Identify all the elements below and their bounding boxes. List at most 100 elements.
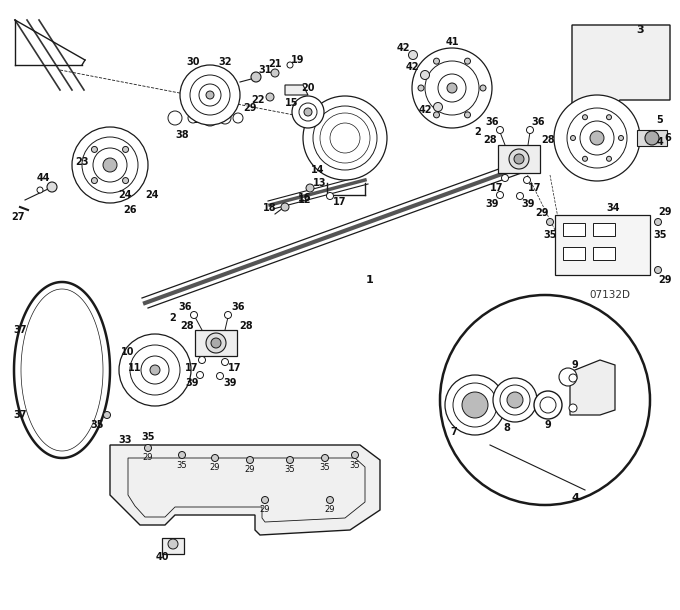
- Circle shape: [178, 451, 186, 459]
- Text: 17: 17: [185, 363, 199, 373]
- Text: 33: 33: [118, 435, 132, 445]
- Text: 30: 30: [186, 57, 200, 67]
- Circle shape: [303, 96, 387, 180]
- Circle shape: [246, 456, 254, 464]
- Text: 10: 10: [121, 347, 135, 357]
- Text: 40: 40: [155, 552, 169, 562]
- Circle shape: [583, 115, 588, 120]
- Circle shape: [554, 95, 640, 181]
- Circle shape: [607, 156, 611, 161]
- Circle shape: [607, 115, 611, 120]
- Text: 12: 12: [299, 195, 311, 205]
- Circle shape: [453, 383, 497, 427]
- Circle shape: [434, 112, 439, 118]
- Circle shape: [445, 375, 505, 435]
- Text: 36: 36: [486, 117, 498, 127]
- Text: 20: 20: [301, 83, 315, 93]
- Circle shape: [524, 176, 530, 184]
- Circle shape: [199, 356, 205, 364]
- Text: 44: 44: [36, 173, 50, 183]
- Text: 22: 22: [251, 95, 265, 105]
- Circle shape: [222, 359, 228, 365]
- Bar: [637, 130, 667, 146]
- Text: 29: 29: [143, 453, 153, 462]
- Circle shape: [286, 456, 294, 464]
- Circle shape: [571, 135, 575, 140]
- Circle shape: [326, 497, 333, 503]
- Text: 39: 39: [486, 199, 498, 209]
- Circle shape: [464, 58, 471, 64]
- Text: 17: 17: [490, 183, 504, 193]
- Text: 32: 32: [218, 57, 232, 67]
- Circle shape: [559, 368, 577, 386]
- Text: 34: 34: [607, 203, 619, 213]
- Text: 31: 31: [258, 65, 272, 75]
- Text: 38: 38: [175, 130, 189, 140]
- Text: 17: 17: [228, 363, 242, 373]
- Text: 37: 37: [13, 410, 27, 420]
- Text: 17: 17: [528, 183, 542, 193]
- Polygon shape: [285, 85, 308, 95]
- Circle shape: [91, 146, 97, 152]
- Bar: [555, 215, 650, 275]
- Circle shape: [447, 83, 457, 93]
- Text: 39: 39: [223, 378, 237, 388]
- Text: 18: 18: [263, 203, 277, 213]
- Text: 36: 36: [231, 302, 245, 312]
- Text: 9: 9: [572, 360, 579, 370]
- Circle shape: [567, 108, 627, 168]
- Circle shape: [122, 146, 129, 152]
- Text: 41: 41: [445, 37, 459, 47]
- Circle shape: [72, 127, 148, 203]
- Text: 35: 35: [350, 461, 360, 470]
- Circle shape: [337, 130, 353, 146]
- Circle shape: [514, 154, 524, 164]
- Circle shape: [493, 378, 537, 422]
- Circle shape: [464, 112, 471, 118]
- Text: 21: 21: [268, 59, 282, 69]
- Circle shape: [199, 84, 221, 106]
- Bar: [498, 145, 540, 173]
- Text: 42: 42: [405, 62, 419, 72]
- Circle shape: [509, 149, 529, 169]
- Circle shape: [37, 187, 43, 193]
- Circle shape: [47, 182, 57, 192]
- Text: 29: 29: [245, 465, 255, 475]
- Circle shape: [91, 178, 97, 184]
- Circle shape: [168, 111, 182, 125]
- Circle shape: [619, 135, 624, 140]
- Circle shape: [266, 93, 274, 101]
- Text: 9: 9: [545, 420, 551, 430]
- Circle shape: [216, 373, 224, 379]
- Text: 4: 4: [571, 493, 579, 503]
- Text: 35: 35: [285, 465, 295, 475]
- Circle shape: [409, 51, 418, 60]
- Text: 23: 23: [75, 157, 89, 167]
- Text: 3: 3: [636, 25, 644, 35]
- Circle shape: [645, 131, 659, 145]
- Circle shape: [292, 96, 324, 128]
- Text: 29: 29: [535, 208, 549, 218]
- Circle shape: [326, 119, 364, 157]
- Circle shape: [517, 193, 524, 199]
- Circle shape: [326, 193, 333, 199]
- Text: 28: 28: [239, 321, 253, 331]
- Circle shape: [462, 392, 488, 418]
- Circle shape: [122, 178, 129, 184]
- Circle shape: [526, 126, 534, 134]
- Circle shape: [306, 184, 314, 192]
- Circle shape: [434, 102, 443, 112]
- Circle shape: [502, 174, 509, 182]
- Circle shape: [287, 62, 293, 68]
- Text: 39: 39: [185, 378, 199, 388]
- Circle shape: [496, 126, 503, 134]
- Circle shape: [130, 345, 180, 395]
- Circle shape: [211, 454, 218, 462]
- Circle shape: [434, 58, 439, 64]
- Bar: [563, 247, 585, 260]
- Polygon shape: [572, 25, 670, 115]
- Text: 8: 8: [504, 423, 511, 433]
- Circle shape: [119, 334, 191, 406]
- Bar: [563, 223, 585, 236]
- Circle shape: [322, 454, 328, 462]
